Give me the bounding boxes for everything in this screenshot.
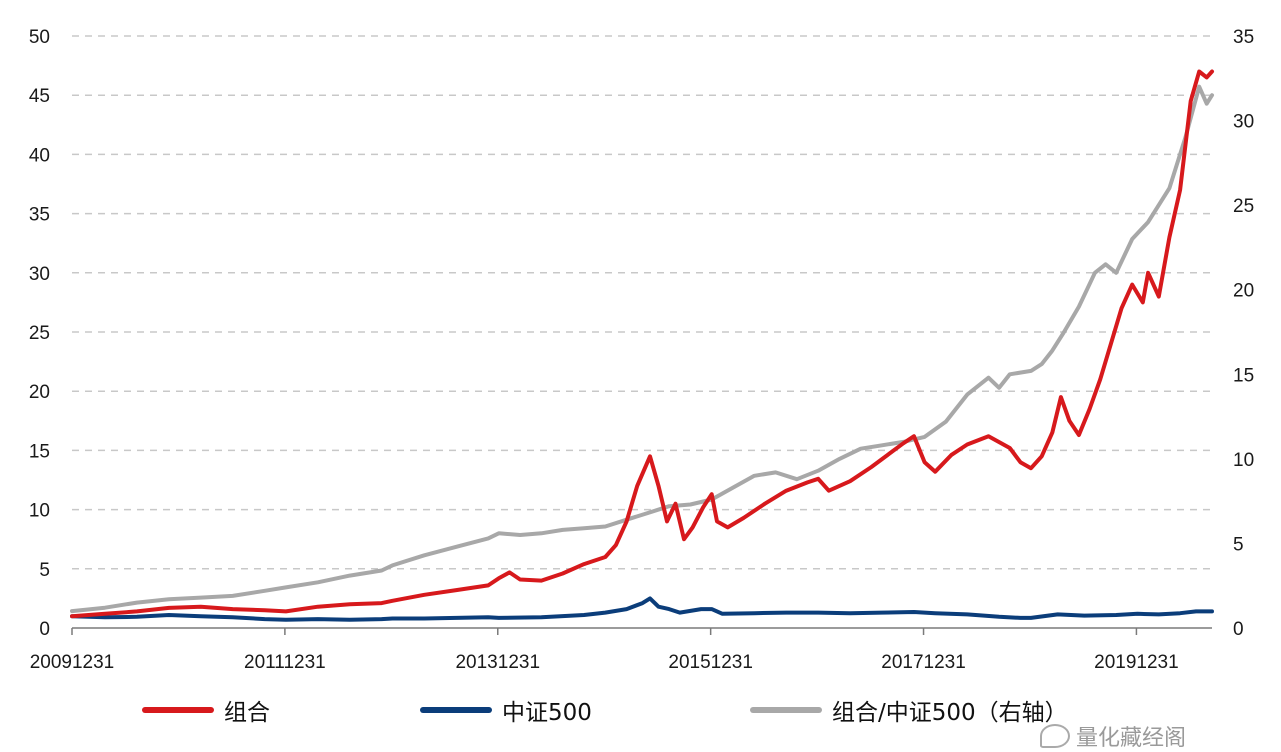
x-tick-label: 20191231 <box>1094 652 1179 673</box>
series-line-csi500 <box>70 596 1214 622</box>
y-tick-label-left: 20 <box>29 382 50 403</box>
y-tick-label-right: 20 <box>1233 281 1254 302</box>
y-tick-label-left: 50 <box>29 27 50 48</box>
y-tick-label-left: 35 <box>29 205 50 226</box>
legend-item-ratio: 组合/中证500（右轴） <box>750 692 1068 728</box>
y-tick-label-right: 30 <box>1233 112 1254 133</box>
y-tick-label-right: 35 <box>1233 27 1254 48</box>
x-tick-label: 20151231 <box>668 652 753 673</box>
legend-swatch-portfolio <box>142 707 214 713</box>
y-tick-label-left: 45 <box>29 86 50 107</box>
legend-swatch-csi500 <box>420 707 492 713</box>
y-tick-label-left: 40 <box>29 145 50 166</box>
x-tick-label: 20111231 <box>244 652 326 673</box>
y-tick-label-right: 10 <box>1233 450 1254 471</box>
x-axis: 20091231 20111231 20131231 20151231 20171231… <box>30 627 1212 673</box>
x-tick-label: 20171231 <box>881 652 966 673</box>
y-tick-label-left: 5 <box>39 560 50 581</box>
legend-label-ratio: 组合/中证500（右轴） <box>832 700 1068 726</box>
wechat-icon <box>1040 724 1070 748</box>
series-line-ratio <box>70 84 1214 614</box>
right-axis-ticks: 0 5 10 15 20 25 30 35 <box>1233 27 1254 640</box>
y-tick-label-left: 30 <box>29 264 50 285</box>
legend-swatch-ratio <box>750 707 822 713</box>
series-line-portfolio <box>70 69 1214 619</box>
legend-label-portfolio: 组合 <box>224 700 270 726</box>
watermark: 量化藏经阁 <box>1040 720 1186 752</box>
legend-label-csi500: 中证500 <box>502 700 592 726</box>
x-tick-label: 20091231 <box>30 652 115 673</box>
x-tick-label: 20131231 <box>455 652 540 673</box>
gridlines <box>72 35 1212 570</box>
y-tick-label-right: 15 <box>1233 365 1254 386</box>
series-lines <box>70 69 1214 622</box>
y-tick-label-left: 10 <box>29 501 50 522</box>
y-tick-label-left: 15 <box>29 441 50 462</box>
legend-item-portfolio: 组合 <box>142 692 270 728</box>
left-axis-ticks: 0 5 10 15 20 25 30 35 40 45 50 <box>29 27 50 640</box>
watermark-text: 量化藏经阁 <box>1076 726 1187 751</box>
y-tick-label-right: 25 <box>1233 196 1254 217</box>
y-tick-label-left: 0 <box>39 619 50 640</box>
y-tick-label-right: 0 <box>1233 619 1244 640</box>
y-tick-label-left: 25 <box>29 323 50 344</box>
y-tick-label-right: 5 <box>1233 534 1244 555</box>
legend-item-csi500: 中证500 <box>420 692 592 728</box>
